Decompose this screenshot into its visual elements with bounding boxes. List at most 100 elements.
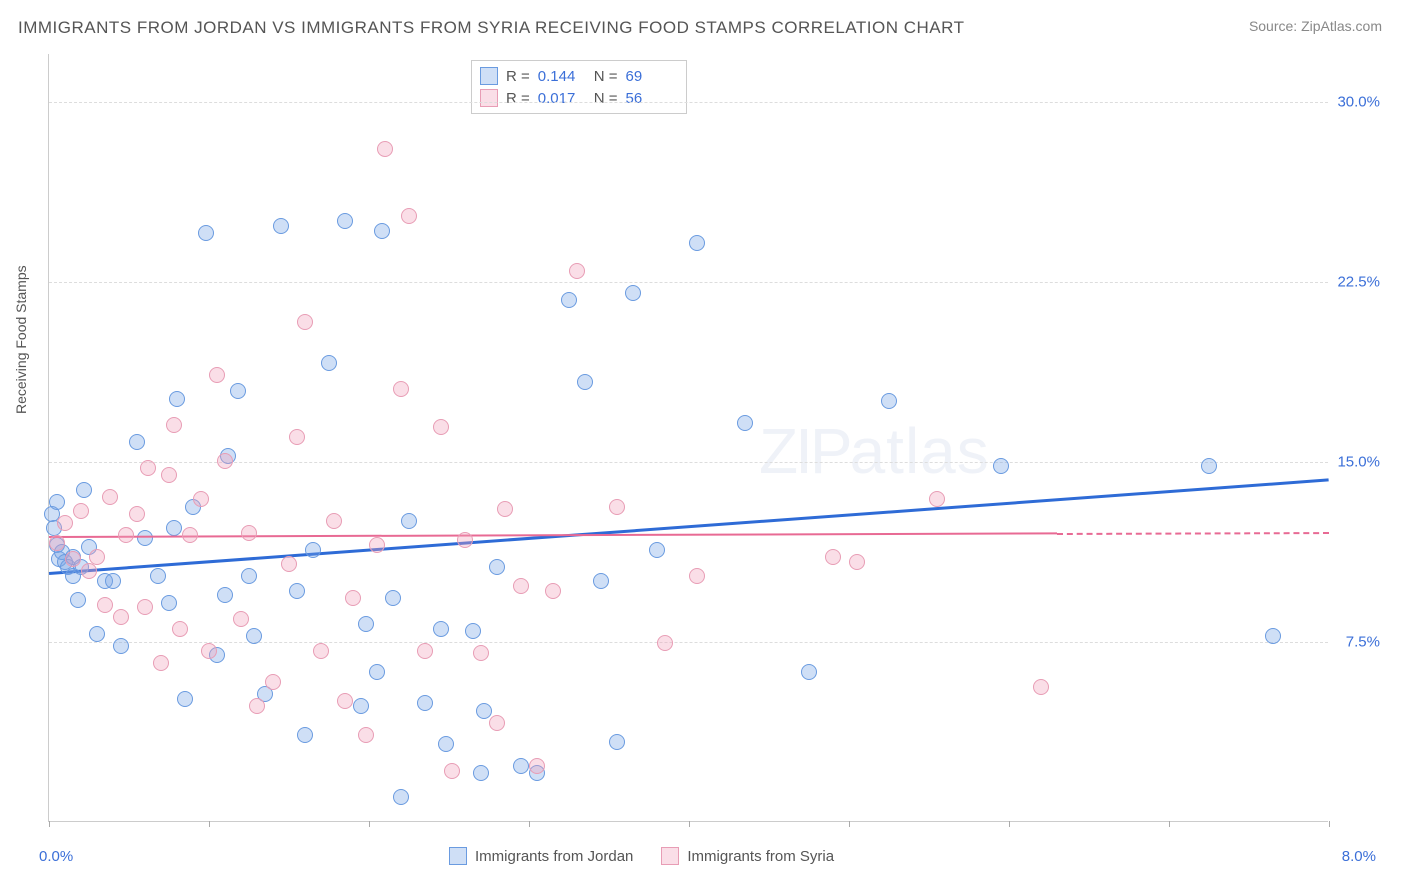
n-value: 69 [626, 68, 674, 85]
data-point-syria [166, 417, 182, 433]
data-point-syria [609, 499, 625, 515]
data-point-jordan [577, 374, 593, 390]
data-point-jordan [273, 218, 289, 234]
corr-legend-row-syria: R =0.017N =56 [480, 87, 674, 109]
data-point-syria [377, 141, 393, 157]
grid-line [49, 462, 1328, 463]
data-point-syria [89, 549, 105, 565]
data-point-jordan [289, 583, 305, 599]
data-point-syria [249, 698, 265, 714]
data-point-syria [153, 655, 169, 671]
data-point-jordan [489, 559, 505, 575]
data-point-jordan [217, 587, 233, 603]
data-point-syria [172, 621, 188, 637]
data-point-syria [497, 501, 513, 517]
data-point-jordan [473, 765, 489, 781]
data-point-syria [529, 758, 545, 774]
data-point-syria [358, 727, 374, 743]
data-point-syria [545, 583, 561, 599]
data-point-syria [433, 419, 449, 435]
data-point-syria [929, 491, 945, 507]
data-point-syria [849, 554, 865, 570]
data-point-jordan [49, 494, 65, 510]
data-point-syria [297, 314, 313, 330]
data-point-syria [137, 599, 153, 615]
data-point-syria [57, 515, 73, 531]
data-point-syria [369, 537, 385, 553]
data-point-syria [289, 429, 305, 445]
source-attribution: Source: ZipAtlas.com [1249, 18, 1382, 34]
legend-label: Immigrants from Syria [687, 848, 834, 865]
data-point-syria [281, 556, 297, 572]
data-point-syria [393, 381, 409, 397]
data-point-syria [113, 609, 129, 625]
data-point-jordan [169, 391, 185, 407]
y-axis-label: Receiving Food Stamps [13, 265, 29, 414]
data-point-syria [825, 549, 841, 565]
legend-item-jordan: Immigrants from Jordan [449, 847, 633, 865]
series-legend: Immigrants from Jordan Immigrants from Sy… [449, 847, 834, 865]
legend-swatch [480, 89, 498, 107]
trend-line [49, 479, 1329, 575]
data-point-syria [140, 460, 156, 476]
data-point-jordan [1201, 458, 1217, 474]
r-label: R = [506, 90, 530, 107]
data-point-jordan [198, 225, 214, 241]
data-point-jordan [465, 623, 481, 639]
grid-line [49, 282, 1328, 283]
data-point-jordan [70, 592, 86, 608]
r-value: 0.144 [538, 68, 586, 85]
correlation-legend: R = 0.144 N = 69 R =0.017N =56 [471, 60, 687, 114]
data-point-jordan [321, 355, 337, 371]
data-point-syria [201, 643, 217, 659]
x-axis-max-label: 8.0% [1342, 848, 1376, 865]
x-tick-mark [1009, 821, 1010, 827]
data-point-jordan [89, 626, 105, 642]
data-point-jordan [993, 458, 1009, 474]
data-point-jordan [385, 590, 401, 606]
x-tick-mark [1329, 821, 1330, 827]
data-point-syria [513, 578, 529, 594]
legend-swatch [480, 67, 498, 85]
data-point-syria [569, 263, 585, 279]
x-tick-mark [209, 821, 210, 827]
data-point-jordan [353, 698, 369, 714]
data-point-jordan [609, 734, 625, 750]
trend-line [1057, 532, 1329, 535]
n-label: N = [594, 68, 618, 85]
data-point-jordan [305, 542, 321, 558]
legend-swatch [661, 847, 679, 865]
data-point-jordan [801, 664, 817, 680]
data-point-jordan [166, 520, 182, 536]
data-point-jordan [297, 727, 313, 743]
source-name: ZipAtlas.com [1301, 18, 1382, 34]
data-point-jordan [438, 736, 454, 752]
data-point-jordan [737, 415, 753, 431]
data-point-syria [193, 491, 209, 507]
x-tick-mark [369, 821, 370, 827]
source-label: Source: [1249, 18, 1301, 34]
data-point-syria [326, 513, 342, 529]
x-tick-mark [49, 821, 50, 827]
data-point-jordan [401, 513, 417, 529]
data-point-jordan [433, 621, 449, 637]
data-point-syria [689, 568, 705, 584]
data-point-syria [1033, 679, 1049, 695]
data-point-jordan [561, 292, 577, 308]
data-point-jordan [76, 482, 92, 498]
chart-title: IMMIGRANTS FROM JORDAN VS IMMIGRANTS FRO… [18, 18, 964, 38]
data-point-syria [233, 611, 249, 627]
x-axis-min-label: 0.0% [39, 848, 73, 865]
data-point-jordan [689, 235, 705, 251]
data-point-jordan [649, 542, 665, 558]
data-point-syria [217, 453, 233, 469]
data-point-syria [182, 527, 198, 543]
data-point-syria [118, 527, 134, 543]
data-point-jordan [113, 638, 129, 654]
data-point-syria [49, 535, 65, 551]
data-point-syria [657, 635, 673, 651]
data-point-syria [337, 693, 353, 709]
x-tick-mark [689, 821, 690, 827]
x-tick-mark [1169, 821, 1170, 827]
y-tick-label: 7.5% [1346, 634, 1380, 651]
